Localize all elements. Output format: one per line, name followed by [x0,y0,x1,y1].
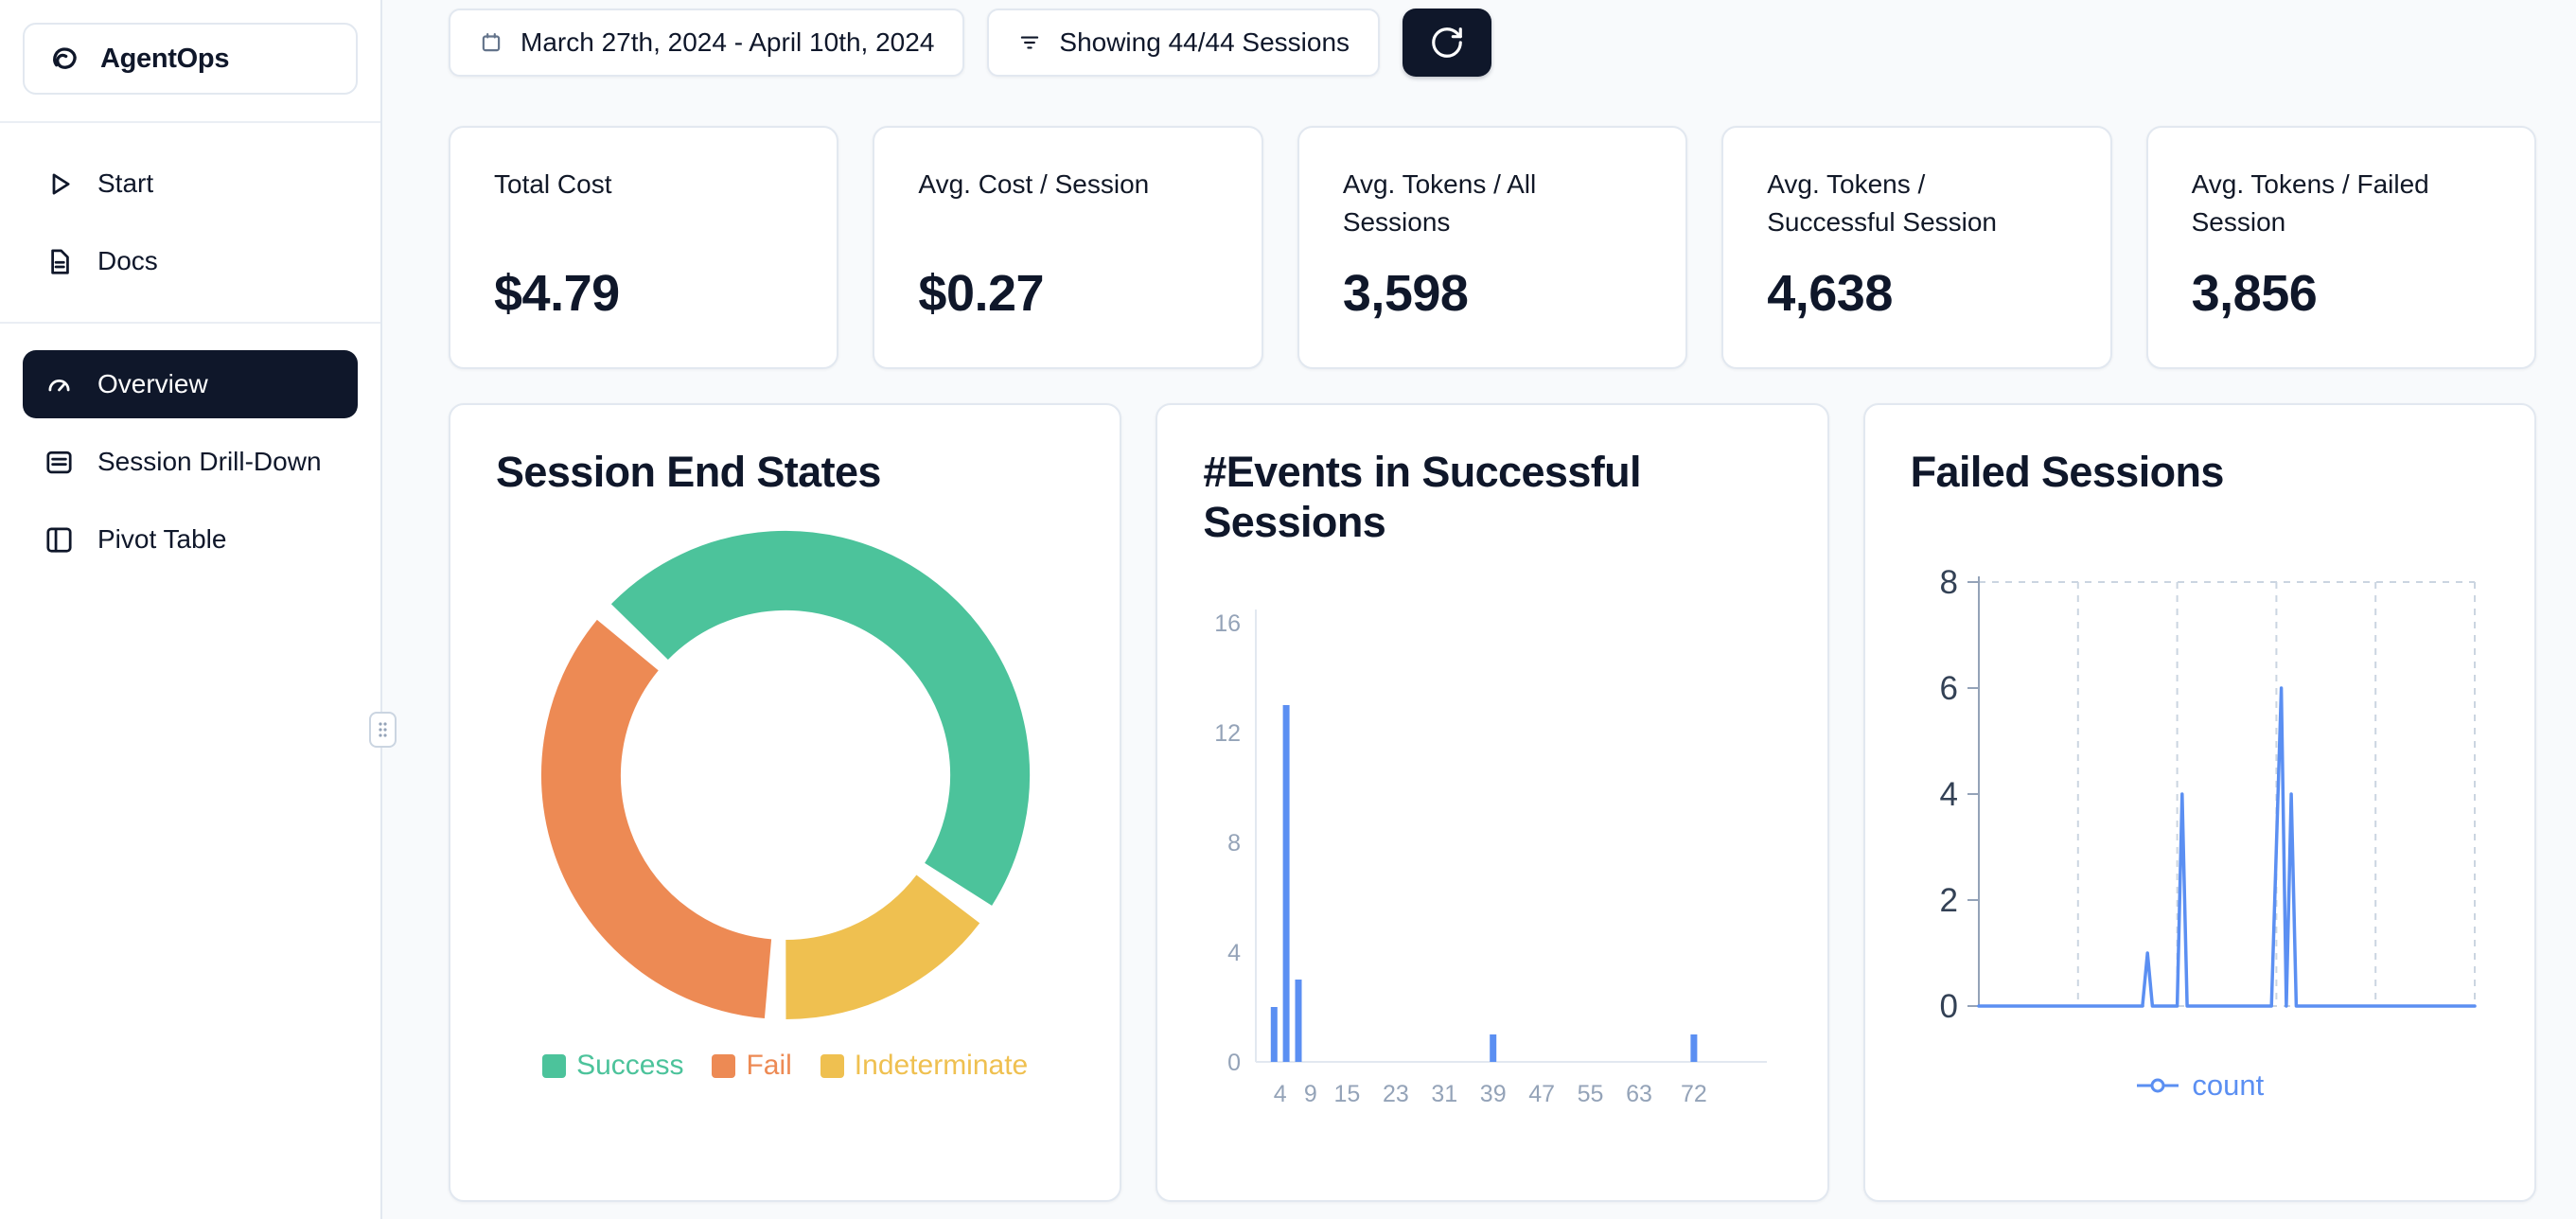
stat-label: Avg. Tokens / All Sessions [1342,169,1537,237]
stat-value: $0.27 [918,265,1045,322]
fail-swatch [712,1053,736,1078]
svg-text:4: 4 [1939,776,1957,813]
svg-text:63: 63 [1626,1081,1652,1107]
svg-text:4: 4 [1227,940,1241,966]
session-end-states-donut-chart [540,530,1030,1020]
stat-label: Avg. Cost / Session [918,169,1150,199]
document-icon [51,248,69,274]
date-range-button[interactable]: March 27th, 2024 - April 10th, 2024 [449,9,965,77]
count-legend[interactable]: count [1911,1069,2489,1103]
stat-label: Total Cost [494,169,612,199]
svg-text:31: 31 [1432,1081,1458,1107]
chart-title: #Events in Successful Sessions [1203,448,1641,547]
legend-label: Success [576,1050,684,1082]
sidebar-item-label: Pivot Table [97,524,227,554]
charts-row: Session End States Success Fail Indeterm… [449,403,2536,1202]
svg-text:39: 39 [1480,1081,1507,1107]
svg-text:8: 8 [1227,830,1241,857]
svg-text:16: 16 [1215,610,1242,637]
session-end-states-card: Session End States Success Fail Indeterm… [449,403,1122,1202]
stats-row: Total Cost $4.79 Avg. Cost / Session $0.… [449,126,2537,369]
pivot-table-icon [46,526,72,553]
refresh-icon [1432,27,1462,58]
sidebar-item-label: Start [97,168,154,198]
stat-card-avg-cost-session: Avg. Cost / Session $0.27 [873,126,1263,369]
svg-text:47: 47 [1529,1081,1556,1107]
stat-value: 4,638 [1767,265,1893,322]
stat-card-total-cost: Total Cost $4.79 [449,126,839,369]
topbar: March 27th, 2024 - April 10th, 2024 Show… [449,9,2536,77]
refresh-button[interactable] [1403,9,1492,77]
sessions-filter-label: Showing 44/44 Sessions [1059,27,1350,57]
agentops-logo[interactable]: AgentOps [23,23,358,95]
sessions-filter-button[interactable]: Showing 44/44 Sessions [987,9,1381,77]
svg-text:55: 55 [1578,1081,1604,1107]
failed-sessions-card: Failed Sessions 0 2 4 6 8 count [1862,403,2536,1202]
stat-card-avg-tokens-all: Avg. Tokens / All Sessions 3,598 [1297,126,1688,369]
svg-text:23: 23 [1383,1081,1409,1107]
svg-text:9: 9 [1304,1081,1317,1107]
stat-label: Avg. Tokens / Successful Session [1767,169,1998,237]
sidebar-item-start[interactable]: Start [23,150,358,218]
agentops-logo-icon [53,47,77,69]
sidebar-divider [0,322,380,324]
line-legend-icon [2137,1078,2179,1093]
svg-text:4: 4 [1274,1081,1287,1107]
sidebar-item-overview[interactable]: Overview [23,350,358,418]
success-swatch [542,1053,567,1078]
panel-list-icon [46,450,72,473]
chart-title: Session End States [496,448,881,496]
sidebar-item-label: Overview [97,369,208,398]
gauge-icon [48,379,70,391]
svg-text:12: 12 [1215,720,1242,747]
svg-text:0: 0 [1939,988,1957,1025]
svg-text:2: 2 [1939,882,1957,919]
stat-value: 3,598 [1342,265,1469,322]
legend-item-fail[interactable]: Fail [712,1050,792,1082]
stat-card-avg-tokens-successful: Avg. Tokens / Successful Session 4,638 [1721,126,2112,369]
date-range-label: March 27th, 2024 - April 10th, 2024 [520,27,935,57]
app-title: AgentOps [100,43,230,74]
grip-dots-icon [379,722,387,737]
svg-text:8: 8 [1939,564,1957,601]
chart-title: Failed Sessions [1910,448,2225,496]
sidebar: AgentOps Start Docs Overview Session Dri… [0,0,382,1219]
svg-text:6: 6 [1939,670,1957,707]
failed-sessions-line-chart: 0 2 4 6 8 [1939,564,2477,1025]
sidebar-item-pivot-table[interactable]: Pivot Table [23,505,358,574]
donut-legend: Success Fail Indeterminate [496,1050,1074,1082]
calendar-icon [482,33,501,52]
svg-text:0: 0 [1227,1050,1241,1076]
sidebar-item-session-drilldown[interactable]: Session Drill-Down [23,428,358,496]
sidebar-divider [0,121,380,123]
sidebar-item-label: Session Drill-Down [97,447,322,476]
sidebar-item-label: Docs [97,246,158,275]
legend-item-indeterminate[interactable]: Indeterminate [820,1050,1028,1082]
legend-label: count [2192,1069,2265,1103]
play-icon [52,173,70,194]
svg-text:72: 72 [1681,1081,1707,1107]
stat-value: 3,856 [2191,265,2318,322]
svg-text:15: 15 [1334,1081,1361,1107]
legend-item-success[interactable]: Success [542,1050,683,1082]
sidebar-resize-handle[interactable] [369,712,397,748]
stat-label: Avg. Tokens / Failed Session [2191,169,2429,237]
stat-card-avg-tokens-failed: Avg. Tokens / Failed Session 3,856 [2145,126,2537,369]
stat-value: $4.79 [494,265,620,322]
indeterminate-swatch [820,1053,844,1078]
legend-label: Fail [746,1050,792,1082]
sidebar-item-docs[interactable]: Docs [23,227,358,295]
legend-label: Indeterminate [854,1050,1029,1082]
filter-icon [1021,36,1039,49]
main-content: March 27th, 2024 - April 10th, 2024 Show… [382,0,2576,1219]
events-successful-sessions-card: #Events in Successful Sessions 0 4 8 12 16 4 9… [1156,403,1829,1202]
